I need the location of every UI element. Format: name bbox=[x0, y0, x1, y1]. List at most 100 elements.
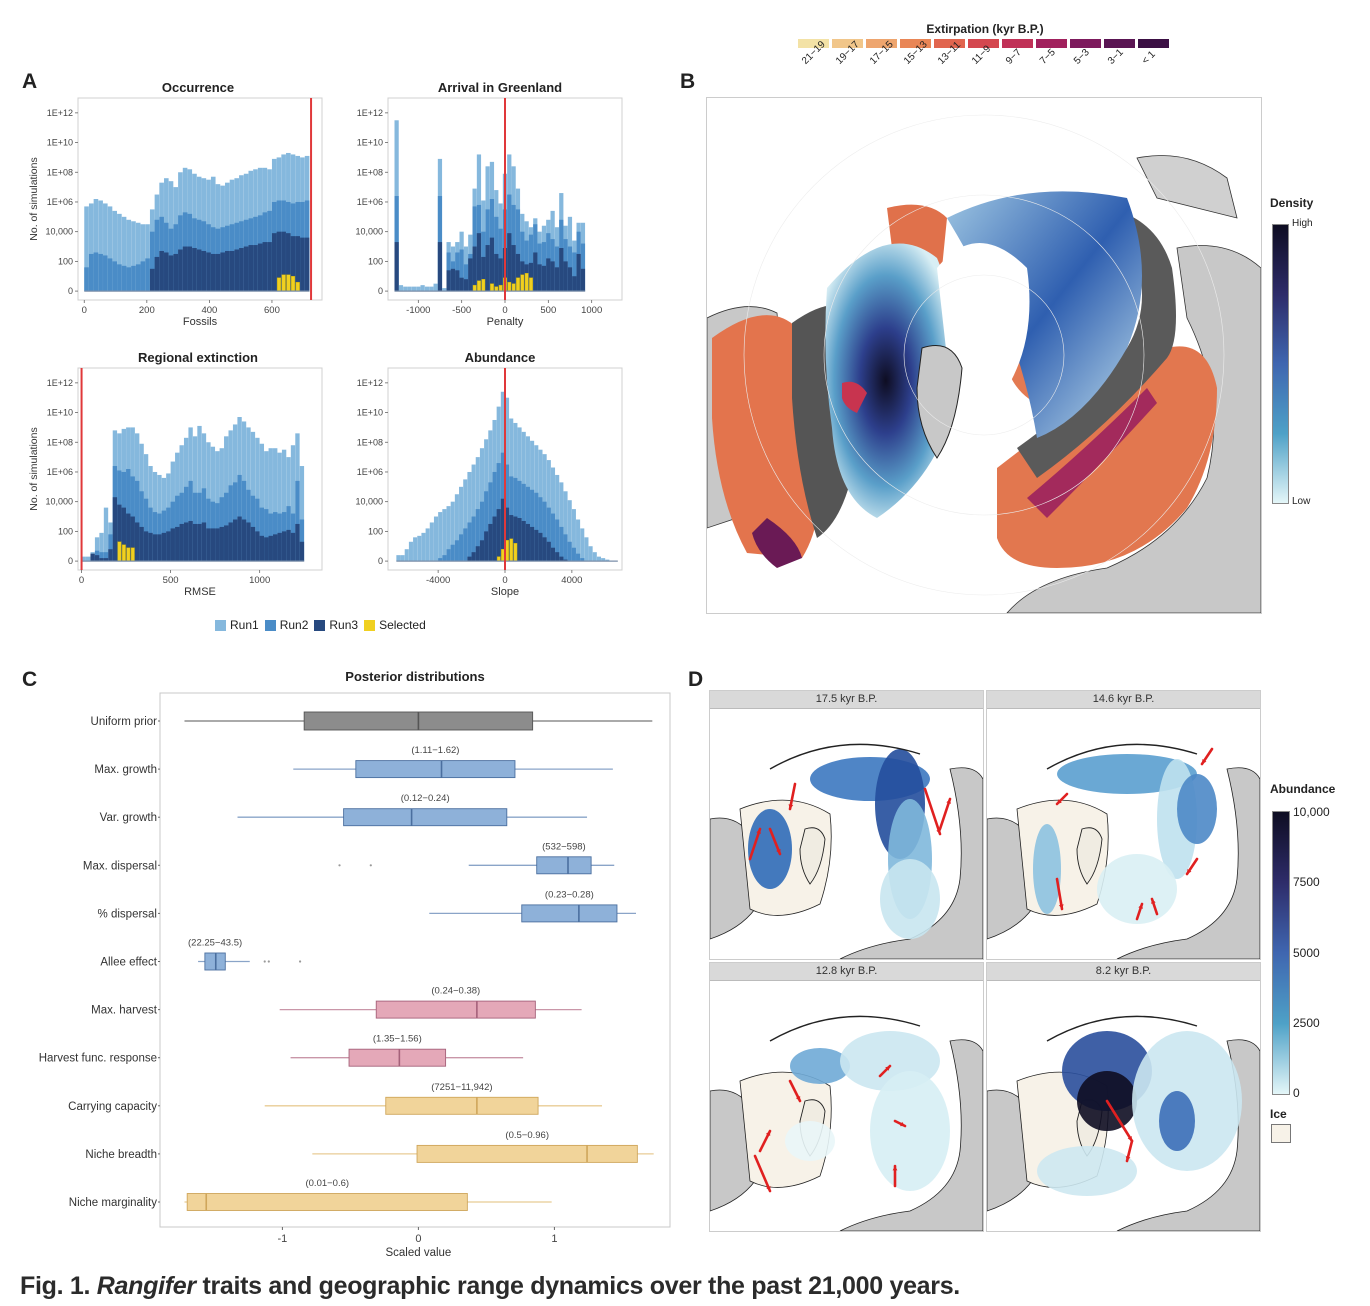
y-tick-label: 1E+12 bbox=[357, 378, 383, 388]
box bbox=[536, 856, 592, 875]
legend-label-run3: Run3 bbox=[329, 618, 359, 632]
bar-run3 bbox=[196, 249, 202, 292]
arrow-head bbox=[756, 829, 761, 834]
facet-map-svg bbox=[710, 743, 983, 959]
bar-run3 bbox=[219, 526, 224, 562]
bar-selected bbox=[524, 273, 529, 292]
bar-run3 bbox=[281, 231, 286, 292]
extirpation-bin-label: 3−1 bbox=[1106, 47, 1126, 67]
bar-run3 bbox=[492, 516, 497, 562]
bar-run2 bbox=[534, 492, 539, 562]
bar-run3 bbox=[248, 245, 254, 292]
bar-run3 bbox=[479, 540, 485, 562]
bar-run3 bbox=[533, 252, 538, 292]
histogram-regional-extinction: 0 100 10,000 1E+06 1E+08 1E+10 1E+12 0 500 1000 RM… bbox=[28, 367, 323, 598]
x-tick-label: 200 bbox=[139, 305, 155, 316]
density-legend-title: Density bbox=[1270, 196, 1314, 210]
x-axis-label: RMSE bbox=[184, 586, 216, 598]
facet-strip-label: 17.5 kyr B.P. bbox=[710, 691, 983, 709]
bar-selected bbox=[286, 274, 291, 292]
bar-run3 bbox=[157, 534, 162, 562]
bar-run3 bbox=[273, 534, 278, 562]
row-label: Uniform prior bbox=[91, 716, 158, 728]
facet-map: 8.2 kyr B.P. bbox=[986, 962, 1261, 1232]
bar-run3 bbox=[437, 242, 443, 292]
bar-run2 bbox=[542, 501, 547, 562]
facet-strip-label: 12.8 kyr B.P. bbox=[710, 963, 983, 981]
box bbox=[416, 1144, 638, 1163]
bar-run3 bbox=[117, 504, 122, 562]
histogram-occurrence: 0 100 10,000 1E+06 1E+08 1E+10 1E+12 0 200 400 600… bbox=[28, 97, 323, 328]
row-label: Allee effect bbox=[100, 957, 157, 969]
bar-run1 bbox=[107, 206, 113, 292]
bar-run1 bbox=[596, 556, 602, 562]
bar-run1 bbox=[290, 445, 296, 562]
bar-run1 bbox=[584, 537, 589, 562]
bar-run1 bbox=[99, 532, 104, 562]
bar-run3 bbox=[507, 233, 512, 292]
bar-run1 bbox=[563, 491, 568, 562]
extirpation-swatch bbox=[934, 39, 965, 48]
outlier-point bbox=[263, 960, 266, 963]
bar-selected bbox=[509, 538, 514, 562]
y-tick-label: 1E+12 bbox=[47, 378, 73, 388]
plot-frame bbox=[159, 692, 671, 1228]
greenland bbox=[1076, 827, 1103, 885]
dispersal-arrow bbox=[748, 827, 762, 861]
hist-title-occurrence: Occurrence bbox=[161, 80, 235, 95]
abundance-patch bbox=[1037, 1146, 1137, 1196]
y-tick-label: 1E+10 bbox=[47, 408, 73, 418]
bar-selected bbox=[498, 284, 503, 292]
bar-run1 bbox=[103, 507, 109, 562]
bar-run3 bbox=[126, 513, 131, 562]
bar-run3 bbox=[224, 525, 229, 562]
y-tick-label: 1E+10 bbox=[357, 138, 383, 148]
bar-run3 bbox=[295, 236, 301, 292]
bar-run3 bbox=[546, 541, 551, 562]
bar-run3 bbox=[130, 516, 135, 562]
bar-run2 bbox=[88, 253, 94, 292]
row-label: Max. harvest bbox=[91, 1005, 158, 1017]
density-north-america bbox=[825, 243, 960, 519]
bar-run2 bbox=[572, 252, 577, 292]
bar-run3 bbox=[206, 528, 211, 562]
bar-run2 bbox=[515, 209, 521, 292]
bar-run2 bbox=[580, 243, 586, 292]
legend-label-selected: Selected bbox=[379, 618, 426, 632]
bar-run1 bbox=[94, 537, 100, 562]
arrow-head bbox=[795, 1096, 801, 1101]
bar-run3 bbox=[563, 559, 568, 562]
bar-run3 bbox=[467, 556, 472, 562]
arctic-ocean bbox=[937, 243, 1030, 390]
arrow-head bbox=[788, 804, 794, 809]
x-axis-label: Scaled value bbox=[385, 1247, 451, 1259]
bar-run1 bbox=[588, 546, 593, 562]
bar-run2 bbox=[571, 547, 576, 562]
bar-run3 bbox=[264, 537, 269, 562]
outlier-point bbox=[338, 864, 341, 867]
ice-legend-title: Ice bbox=[1270, 1107, 1287, 1121]
bar-run3 bbox=[300, 237, 305, 292]
bar-run2 bbox=[475, 509, 480, 562]
row-label: Max. growth bbox=[94, 764, 157, 776]
bar-run1 bbox=[396, 555, 401, 562]
bar-run3 bbox=[232, 519, 238, 562]
bar-run1 bbox=[450, 501, 455, 562]
extirpation-swatch bbox=[1070, 39, 1101, 48]
bar-run3 bbox=[521, 520, 526, 562]
bar-run3 bbox=[472, 246, 477, 292]
x-axis-label: Penalty bbox=[487, 316, 524, 328]
bar-run2 bbox=[126, 267, 132, 292]
bar-run2 bbox=[107, 258, 113, 292]
bar-run1 bbox=[446, 506, 451, 562]
bar-run2 bbox=[259, 507, 265, 562]
arrow-head bbox=[766, 1186, 771, 1191]
bar-run3 bbox=[277, 532, 282, 562]
bar-run1 bbox=[454, 494, 459, 562]
bar-run3 bbox=[299, 541, 305, 562]
bar-run3 bbox=[259, 535, 265, 562]
dispersal-arrow bbox=[753, 1154, 772, 1193]
ice-legend-swatch bbox=[1271, 1124, 1291, 1143]
caption-prefix: Fig. 1. bbox=[20, 1272, 97, 1300]
bar-selected bbox=[490, 283, 494, 292]
